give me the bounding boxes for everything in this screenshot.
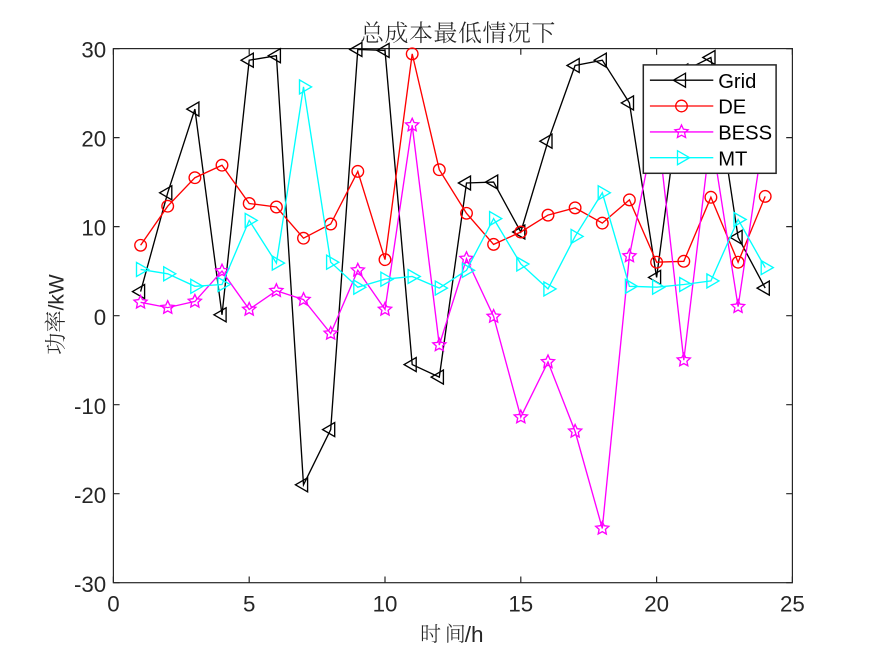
svg-text:-10: -10 [74, 394, 106, 419]
svg-text:/kW: /kW [45, 274, 68, 310]
svg-text:DE: DE [718, 97, 746, 119]
svg-text:30: 30 [81, 38, 106, 63]
svg-text:15: 15 [508, 592, 533, 617]
svg-text:-20: -20 [74, 483, 106, 508]
svg-text:-30: -30 [74, 572, 106, 597]
svg-text:25: 25 [780, 592, 805, 617]
svg-text:0: 0 [107, 592, 119, 617]
svg-text:BESS: BESS [718, 123, 772, 145]
svg-text:0: 0 [94, 305, 106, 330]
svg-text:Grid: Grid [718, 71, 756, 93]
svg-text:20: 20 [81, 127, 106, 152]
svg-text:5: 5 [243, 592, 255, 617]
svg-text:10: 10 [81, 216, 106, 241]
svg-text:20: 20 [644, 592, 669, 617]
svg-text:10: 10 [373, 592, 398, 617]
svg-text:/h: /h [465, 622, 484, 647]
svg-text:MT: MT [718, 148, 747, 170]
